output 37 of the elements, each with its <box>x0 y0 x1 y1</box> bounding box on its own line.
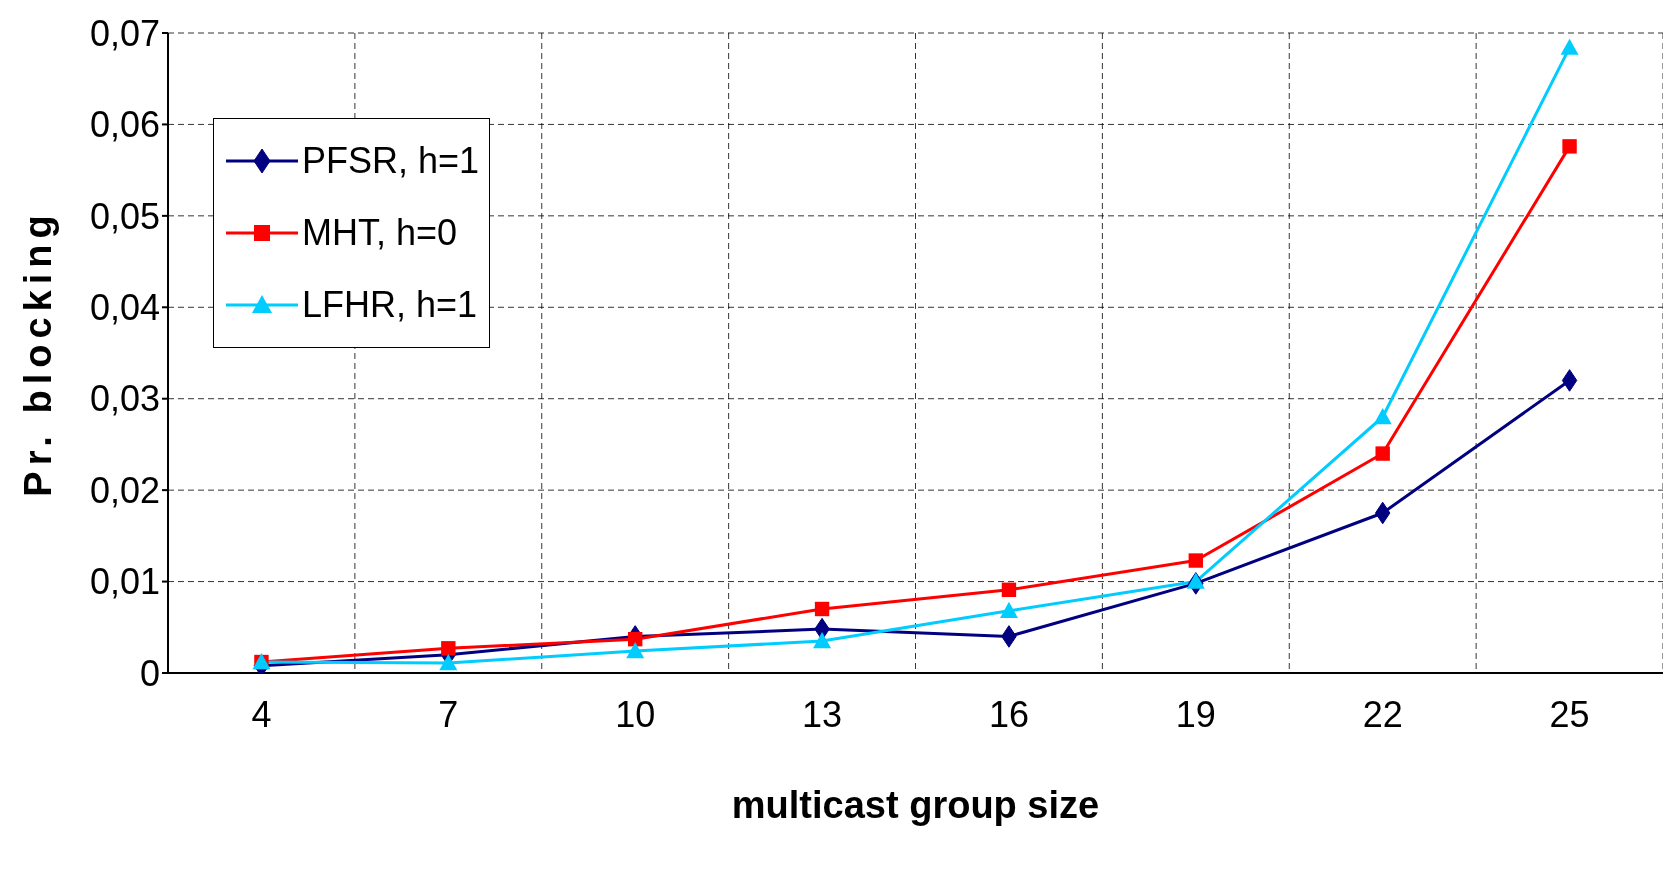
y-tick-label: 0,04 <box>89 287 160 329</box>
point <box>1375 446 1390 461</box>
x-tick-label: 16 <box>988 693 1029 735</box>
point <box>627 631 643 647</box>
x-tick-label: 4 <box>251 693 272 735</box>
point <box>439 653 458 671</box>
point <box>1560 38 1579 55</box>
point <box>814 601 830 617</box>
x-axis-title: multicast group size <box>731 784 1100 826</box>
y-tick-label: 0,07 <box>89 12 160 54</box>
y-tick-label: 0 <box>139 652 160 694</box>
point <box>441 641 456 656</box>
x-tick-label: 13 <box>802 693 843 735</box>
y-tick-label: 0,03 <box>89 378 160 420</box>
y-tick-label: 0,05 <box>89 195 160 237</box>
y-axis-title: Pr. blocking <box>17 209 60 497</box>
y-tick-label: 0,01 <box>89 561 160 603</box>
point <box>1374 501 1391 525</box>
legend-label: PFSR, h=1 <box>302 140 480 182</box>
point <box>999 601 1018 619</box>
point <box>813 632 832 649</box>
point <box>1001 582 1017 597</box>
x-tick-label: 10 <box>615 693 656 735</box>
x-tick-label: 22 <box>1362 693 1403 735</box>
point <box>626 642 645 659</box>
point <box>1373 408 1392 425</box>
x-tick-label: 7 <box>438 693 459 735</box>
point <box>1562 139 1577 154</box>
legend-label: LFHR, h=1 <box>302 284 478 326</box>
y-tick-label: 0,06 <box>89 104 160 146</box>
point <box>1186 572 1205 589</box>
x-tick-label: 25 <box>1549 693 1590 735</box>
legend-label: MHT, h=0 <box>302 212 458 254</box>
point <box>1561 369 1578 392</box>
point <box>1188 553 1204 568</box>
x-tick-label: 19 <box>1175 693 1216 735</box>
y-tick-label: 0,02 <box>89 469 160 511</box>
